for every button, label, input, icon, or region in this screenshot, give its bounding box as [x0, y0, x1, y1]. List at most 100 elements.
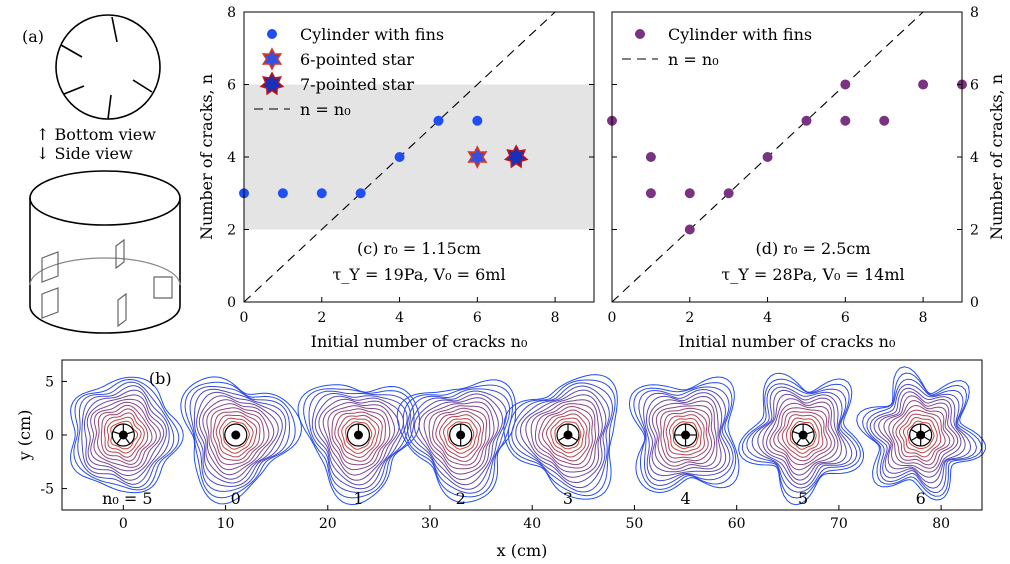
contour-ring — [334, 411, 383, 462]
data-point — [645, 188, 656, 199]
contour-ring — [785, 417, 820, 454]
contour-ring — [668, 418, 702, 453]
plot-c: 0 2 4 6 8 0 2 4 6 8 Initial number of cracks n₀ N… — [197, 5, 595, 351]
contour-ring — [103, 412, 145, 458]
legend-swatch — [267, 29, 277, 39]
contour-ring — [318, 398, 400, 481]
contour-ring — [198, 395, 279, 480]
x-tick-label: 6 — [841, 310, 850, 326]
source-dot — [798, 430, 808, 440]
contour-ring — [751, 386, 853, 489]
crack-pattern — [70, 376, 184, 494]
contour-ring — [193, 388, 287, 487]
contour-ring — [554, 421, 582, 450]
source-dot — [563, 430, 573, 440]
plot-d-ticks: 0 2 4 6 8 0 2 4 6 8 — [608, 5, 979, 326]
x-tick-label: 6 — [473, 310, 482, 326]
contour-ring — [789, 421, 817, 450]
plot-d-legend: Cylinder with fins n = n₀ — [622, 25, 812, 69]
contour-ring — [439, 414, 482, 459]
x-tick-label: 0 — [119, 516, 128, 532]
legend-swatch — [259, 71, 285, 96]
x-tick-label: 40 — [523, 516, 541, 532]
contour-ring — [530, 399, 600, 473]
contour-ring — [210, 407, 265, 466]
contour-ring — [322, 402, 396, 476]
contour-ring — [765, 398, 839, 476]
plot-d-marks — [607, 79, 967, 235]
x-tick-label: 80 — [932, 516, 950, 532]
contour-ring — [331, 408, 386, 466]
contour-ring — [443, 418, 478, 454]
data-point — [840, 79, 851, 90]
contour-ring — [907, 420, 935, 450]
plot-c-annotation-2: τ_Y = 19Pa, V₀ = 6ml — [332, 265, 505, 284]
contour-ring — [81, 385, 170, 485]
contour-ring — [895, 409, 946, 462]
data-point — [684, 188, 695, 199]
legend-swatch — [261, 47, 283, 71]
star-data-point — [503, 144, 529, 169]
contour-ring — [738, 372, 865, 506]
plot-d-annotation-2: τ_Y = 28Pa, V₀ = 14ml — [721, 265, 904, 284]
contour-ring — [100, 408, 149, 462]
y-tick-label: 8 — [227, 5, 236, 21]
legend-label: 6-pointed star — [300, 50, 414, 69]
contour-ring — [327, 405, 391, 471]
x-tick-label: 0 — [608, 310, 617, 326]
contour-ring — [651, 400, 718, 470]
contour-ring — [665, 414, 705, 456]
data-point — [723, 188, 734, 199]
y-tick-label: 0 — [227, 295, 236, 311]
contour-ring — [773, 407, 832, 466]
contour-ring — [545, 413, 588, 458]
contour-ring — [633, 382, 737, 491]
data-point — [840, 115, 851, 126]
data-point — [277, 188, 288, 199]
contour-ring — [77, 381, 175, 489]
contour-ring — [777, 411, 828, 462]
contour-ring — [869, 383, 972, 489]
contour-ring — [862, 372, 983, 497]
contour-ring — [106, 416, 142, 454]
contour-ring — [892, 404, 951, 466]
legend-label: n = n₀ — [668, 50, 719, 69]
contour-ring — [655, 404, 716, 467]
contour-ring — [628, 376, 740, 494]
contour-ring — [70, 376, 184, 494]
data-point — [472, 115, 483, 126]
plot-d-ylabel: Number of cracks, n — [987, 74, 1006, 240]
contour-ring — [435, 410, 485, 462]
data-point — [433, 115, 444, 126]
n0-label: 4 — [680, 489, 690, 508]
contour-ring — [418, 397, 499, 481]
contour-ring — [219, 417, 254, 454]
plot-b-xlabel: x (cm) — [497, 541, 548, 560]
data-point — [684, 224, 695, 235]
contour-ring — [345, 421, 373, 450]
plot-c-ylabel: Number of cracks, n — [197, 74, 216, 240]
plot-d-annotation-1: (d) r₀ = 2.5cm — [755, 239, 870, 258]
contour-ring — [638, 386, 734, 486]
contour-ring — [519, 389, 607, 484]
contour-ring — [196, 391, 283, 484]
y-tick-label: 5 — [45, 374, 54, 390]
contour-ring — [643, 388, 731, 482]
contour-ring — [414, 393, 504, 486]
source-dot — [231, 430, 241, 440]
contour-ring — [898, 413, 942, 458]
data-point — [918, 79, 929, 90]
n0-label: 1 — [353, 489, 363, 508]
plot-d-xlabel: Initial number of cracks n₀ — [679, 332, 896, 351]
crack-pattern — [738, 372, 865, 506]
contour-ring — [202, 399, 275, 476]
data-point — [645, 152, 656, 162]
plot-b-ylabel: y (cm) — [15, 410, 34, 462]
x-tick-label: 8 — [551, 310, 560, 326]
source-dot — [353, 430, 363, 440]
y-tick-label: 4 — [227, 150, 236, 166]
contour-ring — [93, 401, 157, 468]
legend-label: n = n₀ — [300, 100, 351, 119]
contour-ring — [96, 404, 153, 465]
n0-label: n₀ = 5 — [102, 489, 152, 508]
